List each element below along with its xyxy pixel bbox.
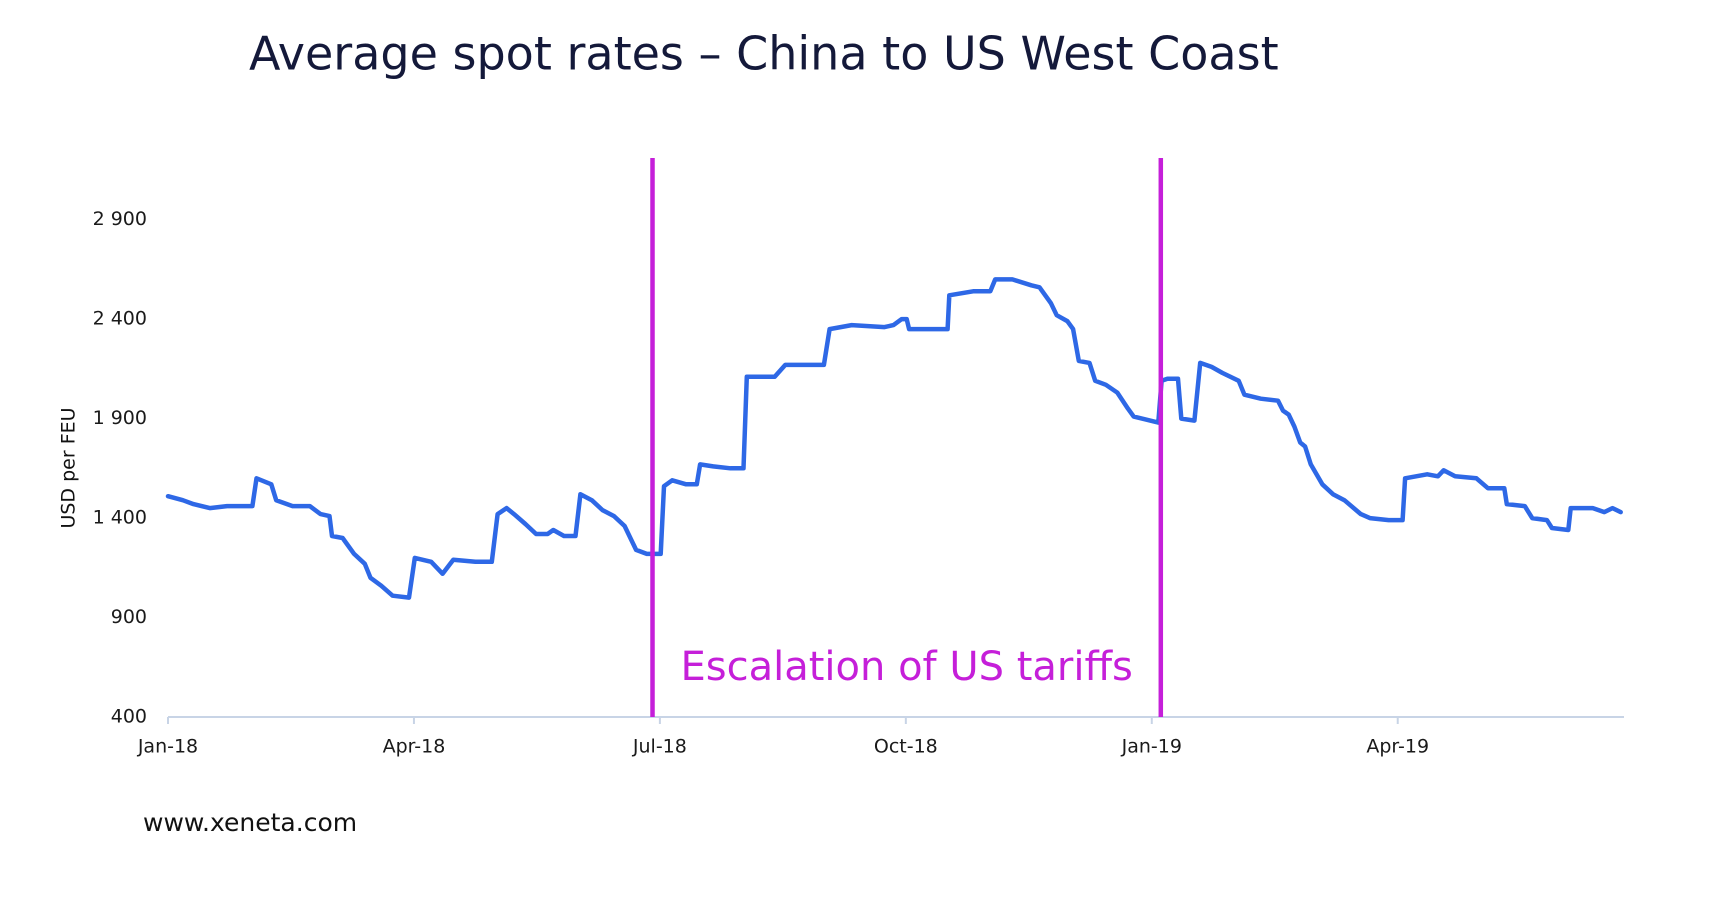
x-tick-label: Jan-18	[137, 736, 198, 758]
x-tick-label: Oct-18	[874, 736, 938, 758]
y-tick-label: 2 400	[93, 308, 147, 330]
x-tick-label: Jul-18	[632, 736, 687, 758]
chart-title: Average spot rates – China to US West Co…	[249, 27, 1279, 81]
annotation: Escalation of US tariffs	[681, 644, 1133, 690]
line	[165, 277, 1623, 600]
x-tick-label: Jan-19	[1121, 736, 1182, 758]
y-tick-label: 400	[111, 706, 147, 728]
footer: www.xeneta.com	[143, 808, 357, 837]
y-tick-label: 1 900	[93, 407, 147, 429]
y-tick-label: 1 400	[93, 507, 147, 529]
x-tick-label: Apr-19	[1366, 736, 1429, 758]
x-tick-label: Apr-18	[383, 736, 446, 758]
y-tick-label: 2 900	[93, 208, 147, 230]
y-axis-label: USD per FEU	[58, 407, 80, 528]
y-tick-label: 900	[111, 606, 147, 628]
